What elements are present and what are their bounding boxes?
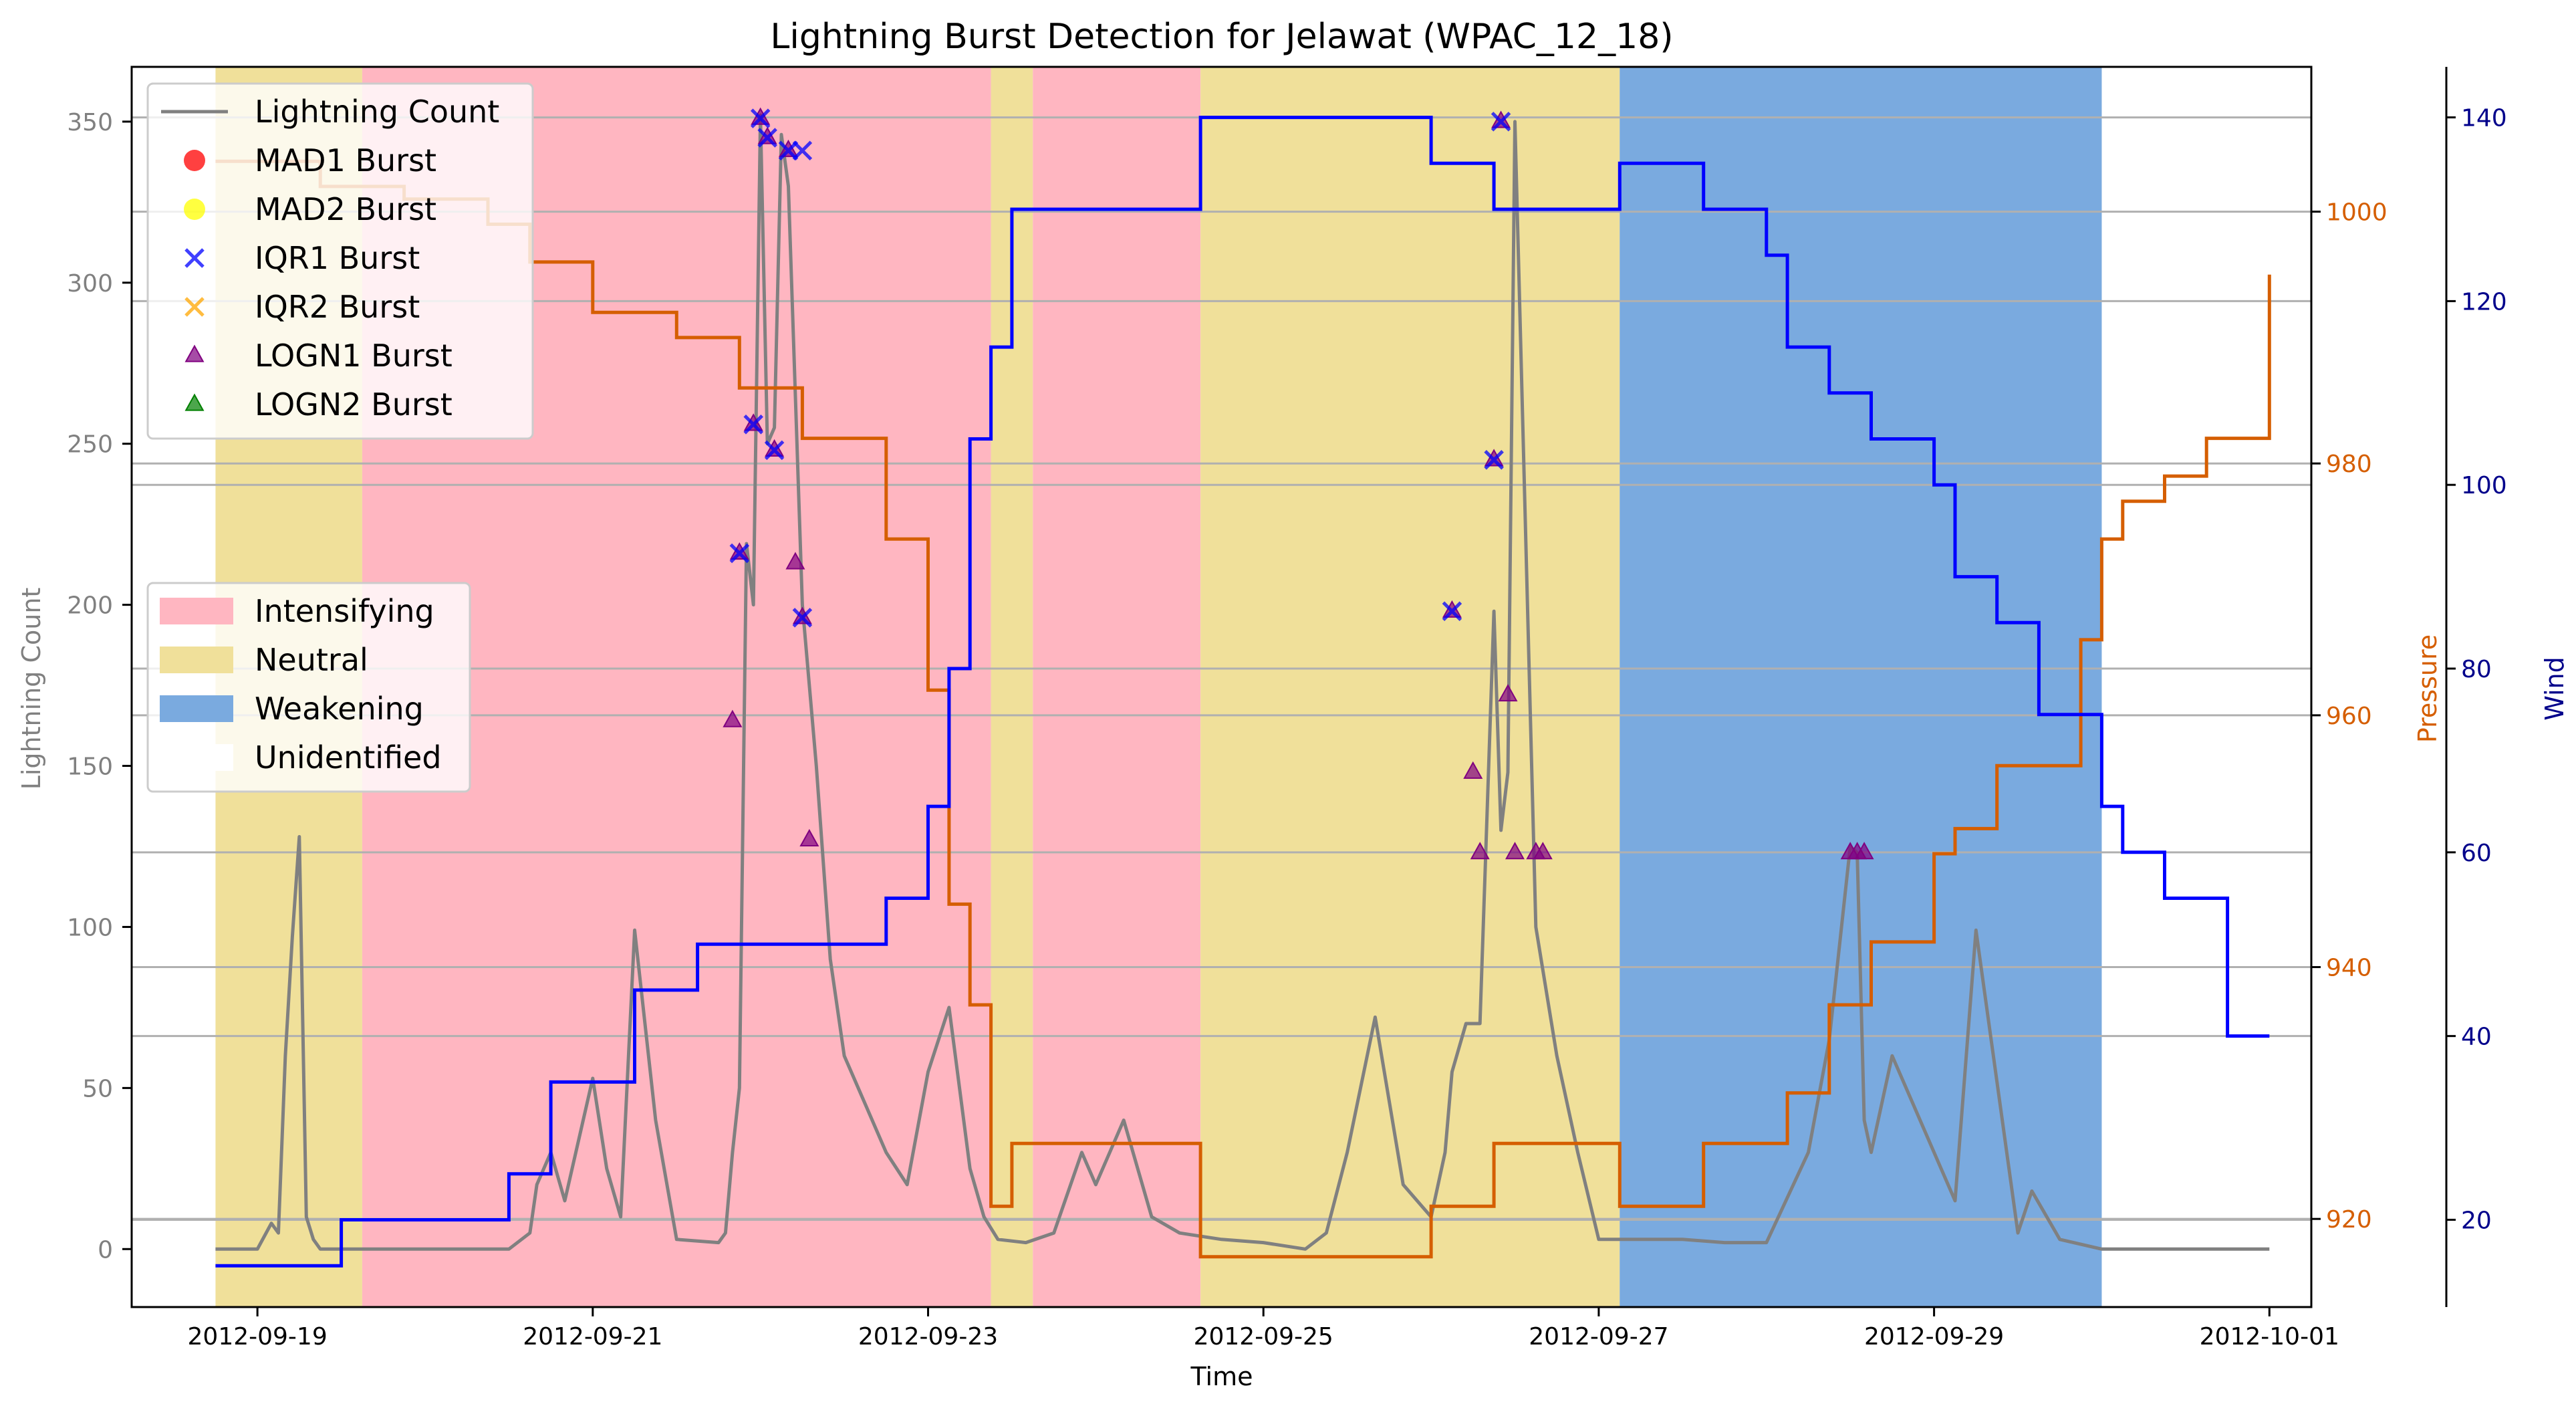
logn1-burst-marker xyxy=(1498,684,1518,702)
pressure-axis-label: Pressure xyxy=(2413,634,2442,743)
pressure-tick-label: 960 xyxy=(2326,703,2372,730)
legend-phase-label: Intensifying xyxy=(255,593,434,629)
phase-legend: Intensifying Neutral Weakening Unidentified xyxy=(146,582,471,793)
legend-x-swatch xyxy=(184,248,205,268)
lightning-count-line xyxy=(215,113,2270,1251)
legend-entry-label: IQR1 Burst xyxy=(255,240,420,276)
wind-tick-label: 60 xyxy=(2461,840,2492,867)
legend-phase-label: Unidentified xyxy=(255,739,442,776)
logn1-burst-marker xyxy=(1505,842,1525,860)
iqr1-burst-marker xyxy=(729,543,750,564)
phase-band-intensifying-3 xyxy=(1033,67,1201,1307)
phase-band-neutral-4 xyxy=(1200,67,1620,1307)
legend-circle-swatch xyxy=(184,199,205,220)
legend-triangle-swatch xyxy=(184,344,205,362)
x-tick-label: 2012-09-23 xyxy=(858,1323,998,1351)
phase-band-weakening-5 xyxy=(1620,67,2102,1307)
logn1-burst-marker xyxy=(1470,842,1490,860)
wind-tick-label: 80 xyxy=(2461,656,2492,683)
legend-triangle-swatch xyxy=(184,393,205,411)
legend-phase-label: Neutral xyxy=(255,642,368,678)
tick-labels: 2012-09-19 2012-09-21 2012-09-23 2012-09-25… xyxy=(67,105,2506,1351)
logn1-burst-marker xyxy=(723,709,743,727)
legend-phase-swatch xyxy=(160,744,233,771)
pressure-tick-label: 980 xyxy=(2326,451,2372,478)
x-tick-label: 2012-09-27 xyxy=(1529,1323,1668,1351)
wind-tick-label: 40 xyxy=(2461,1024,2492,1051)
wind-axis-label: Wind xyxy=(2540,657,2569,721)
series-legend-box xyxy=(146,82,534,440)
x-tick-label: 2012-10-01 xyxy=(2200,1323,2339,1351)
legend-entry-label: LOGN1 Burst xyxy=(255,338,453,374)
iqr1-burst-marker xyxy=(757,128,777,148)
iqr1-burst-marker xyxy=(1442,601,1462,622)
legend-circle-swatch xyxy=(184,150,205,171)
pressure-tick-label: 1000 xyxy=(2326,199,2388,227)
wind-tick-label: 120 xyxy=(2461,288,2507,316)
y-tick-label: 50 xyxy=(82,1075,113,1102)
legend-x-swatch xyxy=(184,297,205,317)
legend-entry-label: Lightning Count xyxy=(255,94,499,130)
iqr1-burst-marker xyxy=(792,608,813,628)
legend-entry-label: IQR2 Burst xyxy=(255,289,420,325)
pressure-tick-label: 920 xyxy=(2326,1206,2372,1234)
logn1-burst-marker xyxy=(1533,842,1553,860)
x-tick-label: 2012-09-25 xyxy=(1194,1323,1333,1351)
y-tick-label: 250 xyxy=(67,431,113,459)
iqr1-burst-marker xyxy=(792,140,813,161)
iqr1-burst-marker xyxy=(1484,450,1504,470)
pressure-series xyxy=(215,159,2271,1259)
wind-line xyxy=(215,116,2270,1268)
iqr1-burst-marker xyxy=(743,415,763,435)
logn1-burst-marker xyxy=(1854,842,1874,860)
legend-phase-label: Weakening xyxy=(255,691,424,727)
logn1-burst-marker xyxy=(1463,761,1483,779)
y-tick-label: 100 xyxy=(67,914,113,941)
burst-markers xyxy=(723,107,1874,860)
x-tick-label: 2012-09-19 xyxy=(188,1323,328,1351)
x-tick-label: 2012-09-21 xyxy=(523,1323,662,1351)
y-tick-label: 350 xyxy=(67,109,113,136)
iqr1-burst-marker xyxy=(1491,112,1511,132)
y-tick-label: 0 xyxy=(98,1236,113,1264)
phase-legend-box xyxy=(146,582,471,793)
iqr1-burst-marker xyxy=(778,140,799,161)
iqr1-burst-marker xyxy=(764,440,785,461)
axes xyxy=(122,66,2456,1316)
legend-entry-label: MAD2 Burst xyxy=(255,191,436,227)
series-legend: Lightning Count MAD1 Burst MAD2 Burst IQR1 … xyxy=(146,82,534,440)
plot-frame xyxy=(130,66,2313,1308)
legend-phase-swatch xyxy=(160,695,233,722)
x-tick-label: 2012-09-29 xyxy=(1864,1323,2004,1351)
iqr1-burst-marker xyxy=(750,108,771,128)
lightning-series xyxy=(215,113,2270,1251)
legend-phase-swatch xyxy=(160,647,233,673)
pressure-line xyxy=(215,159,2271,1259)
legend-phase-swatch xyxy=(160,598,233,624)
y-tick-label: 150 xyxy=(67,753,113,781)
y-tick-label: 200 xyxy=(67,592,113,620)
logn1-burst-marker xyxy=(799,828,819,847)
y-tick-label: 300 xyxy=(67,270,113,298)
y-axis-label: Lightning Count xyxy=(17,588,46,790)
x-axis-label: Time xyxy=(1190,1362,1253,1391)
chart-title: Lightning Burst Detection for Jelawat (W… xyxy=(770,17,1673,57)
legend-entry-label: LOGN2 Burst xyxy=(255,386,453,423)
wind-tick-label: 140 xyxy=(2461,105,2507,132)
wind-tick-label: 20 xyxy=(2461,1207,2492,1234)
wind-tick-label: 100 xyxy=(2461,472,2507,499)
wind-series xyxy=(215,116,2270,1268)
pressure-tick-label: 940 xyxy=(2326,955,2372,982)
legend-entry-label: MAD1 Burst xyxy=(255,142,436,179)
logn1-burst-marker xyxy=(785,552,805,570)
